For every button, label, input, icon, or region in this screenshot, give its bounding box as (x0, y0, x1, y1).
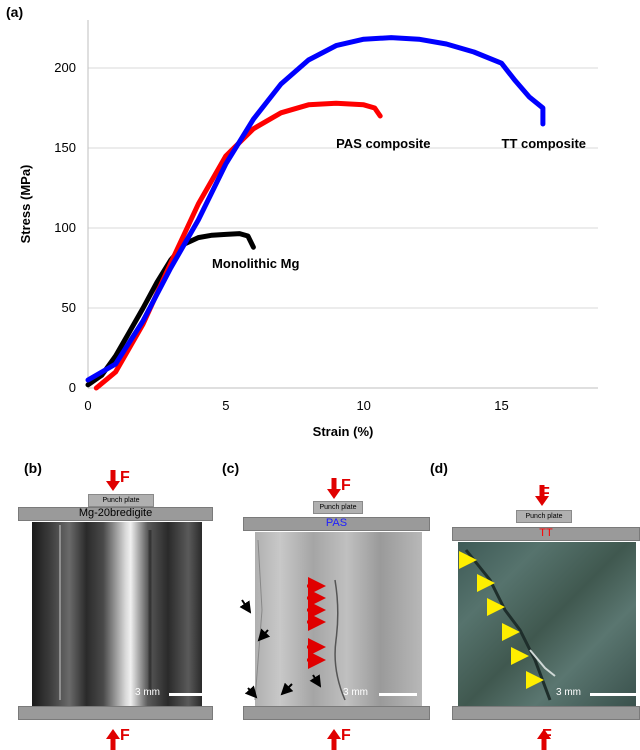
x-tick-label: 15 (494, 398, 508, 413)
chart-annotations: Monolithic Mg PAS composite TT composite (212, 136, 586, 271)
punch-plate: Punch plate (88, 494, 154, 507)
scale-label: 3 mm (343, 687, 368, 698)
sample-label: PAS (325, 517, 348, 529)
series-annotation-label: Monolithic Mg (212, 256, 299, 271)
panel-label-c: (c) (222, 460, 240, 476)
chart-series (85, 35, 546, 391)
crack-line (464, 549, 556, 701)
force-arrow-icon (535, 485, 551, 750)
specimen-image (255, 532, 422, 706)
force-arrow-icon (106, 470, 120, 750)
scale-label: 3 mm (556, 687, 581, 698)
force-bottom-label: F (120, 727, 130, 744)
panel-label-b: (b) (24, 460, 42, 476)
photo-panel-d: F Punch plate TT 3 mm F (452, 465, 640, 750)
black-arrow-icons (239, 599, 322, 699)
x-tick-label: 10 (356, 398, 370, 413)
force-arrow-icon (327, 478, 341, 750)
yellow-arrow-icons (459, 551, 544, 689)
y-tick-label: 200 (54, 60, 76, 75)
scale-bar (379, 693, 417, 696)
sample-label: TT (539, 527, 553, 539)
chart-grid (88, 67, 598, 309)
force-top-label: F (540, 485, 550, 502)
specimen-image (458, 542, 636, 706)
crack-line (254, 539, 346, 701)
photo-panel-c: F Punch plate PAS 3 mm F (243, 465, 430, 750)
force-bottom-label: F (341, 727, 351, 744)
series-line-2 (85, 35, 546, 383)
panel-label-a: (a) (6, 4, 24, 20)
x-axis-label: Strain (%) (313, 424, 374, 439)
chart-axes (87, 20, 598, 389)
y-tick-label: 0 (69, 380, 76, 395)
red-arrow-icons (307, 577, 326, 669)
specimen-texture (59, 525, 152, 700)
scale-label: 3 mm (135, 687, 160, 698)
top-plate (18, 507, 213, 521)
force-top-label: F (341, 477, 351, 494)
stress-strain-chart: 0 50 100 150 200 0 5 10 15 Monolithic Mg PAS comp… (18, 20, 598, 439)
y-tick-label: 150 (54, 140, 76, 155)
chart-ticks: 0 50 100 150 200 0 5 10 15 (54, 60, 508, 413)
photo-panel-b: F Punch plate Mg-20bredigite 3 mm F (18, 465, 213, 750)
specimen-image (32, 522, 202, 706)
series-annotation-label: PAS composite (336, 136, 430, 151)
x-tick-label: 5 (222, 398, 229, 413)
y-axis-label: Stress (MPa) (18, 165, 33, 244)
y-tick-label: 50 (62, 300, 76, 315)
force-top-label: F (120, 469, 130, 486)
punch-plate: Punch plate (516, 510, 572, 523)
top-plate (243, 517, 430, 531)
sample-label: Mg-20bredigite (78, 507, 153, 519)
y-tick-label: 100 (54, 220, 76, 235)
scale-bar (590, 693, 636, 696)
series-annotation-label: TT composite (502, 136, 587, 151)
bottom-plate (18, 706, 213, 720)
panel-label-d: (d) (430, 460, 448, 476)
scale-bar (169, 693, 213, 696)
bottom-plate (243, 706, 430, 720)
punch-plate: Punch plate (313, 501, 363, 514)
x-tick-label: 0 (84, 398, 91, 413)
